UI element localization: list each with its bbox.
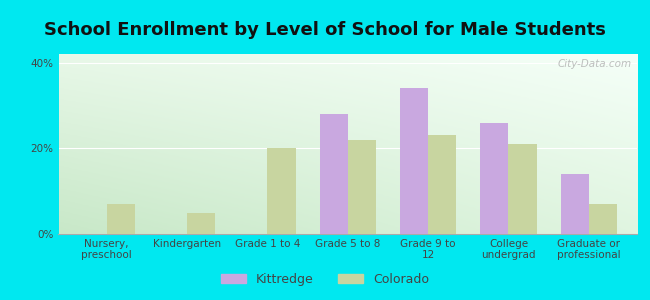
Bar: [480, 123, 508, 234]
Bar: [107, 204, 135, 234]
Bar: [428, 135, 456, 234]
Bar: [267, 148, 296, 234]
Bar: [561, 174, 589, 234]
Text: City-Data.com: City-Data.com: [557, 59, 631, 69]
Bar: [508, 144, 536, 234]
Bar: [589, 204, 617, 234]
Bar: [348, 140, 376, 234]
Bar: [187, 213, 215, 234]
Text: School Enrollment by Level of School for Male Students: School Enrollment by Level of School for…: [44, 21, 606, 39]
Legend: Kittredge, Colorado: Kittredge, Colorado: [216, 268, 434, 291]
Bar: [400, 88, 428, 234]
Bar: [320, 114, 348, 234]
